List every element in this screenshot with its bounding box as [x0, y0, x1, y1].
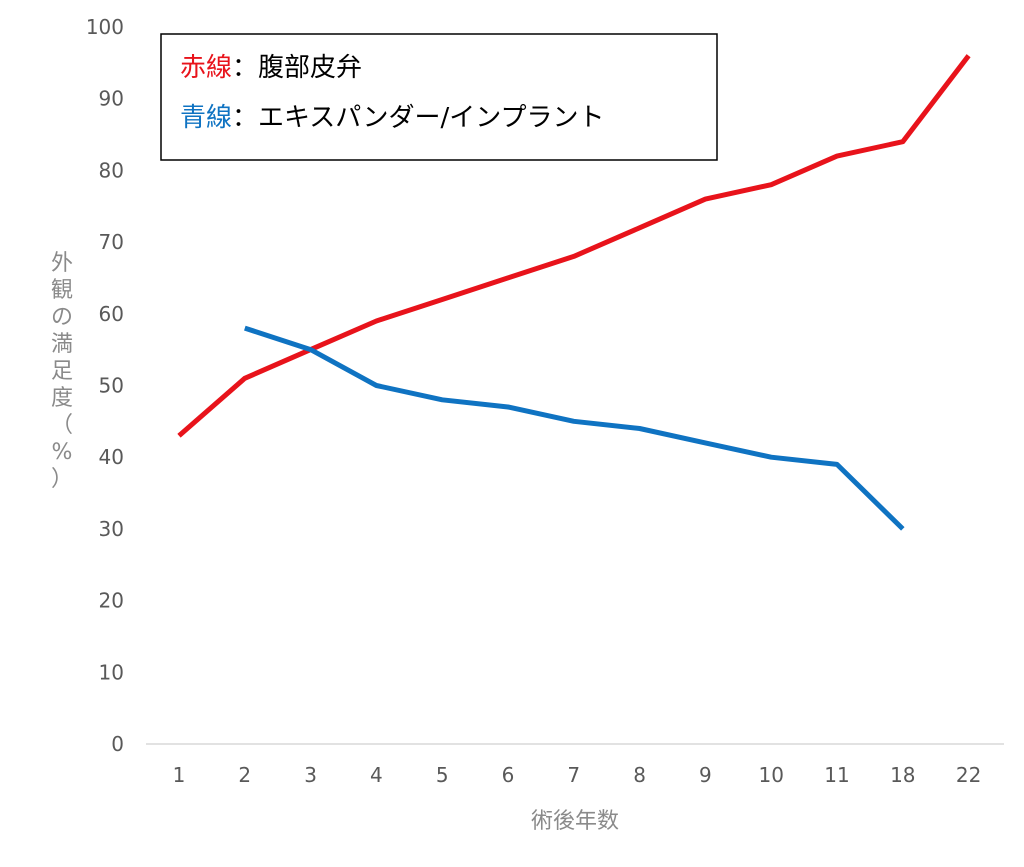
legend-entry-red: 赤線：腹部皮弁 [180, 53, 362, 83]
x-axis-ticks: 1 2 3 4 5 6 7 8 9 10 11 18 22 [173, 763, 982, 787]
legend-red-label: 腹部皮弁 [258, 53, 362, 83]
x-tick-label: 10 [758, 763, 783, 787]
x-tick-label: 22 [956, 763, 981, 787]
x-tick-label: 9 [699, 763, 712, 787]
x-tick-label: 4 [370, 763, 383, 787]
y-tick-label: 40 [99, 445, 124, 469]
x-tick-label: 6 [502, 763, 515, 787]
series-lines [177, 54, 971, 531]
x-tick-label: 18 [890, 763, 915, 787]
x-tick-label: 1 [173, 763, 186, 787]
y-tick-label: 80 [99, 158, 124, 182]
y-tick-label: 90 [99, 87, 124, 111]
y-axis-ticks: 0 10 20 30 40 50 60 70 80 90 100 [86, 15, 124, 756]
legend-entry-blue: 青線：エキスパンダー/インプラント [180, 103, 605, 133]
legend-box [160, 33, 718, 161]
y-axis-title: 外観の満足度（%） [51, 251, 73, 492]
y-tick-label: 10 [99, 660, 124, 684]
x-axis-title: 術後年数 [531, 809, 619, 834]
legend-blue-prefix: 青線 [180, 103, 232, 133]
series-line-blue [244, 325, 905, 531]
y-tick-label: 30 [99, 517, 124, 541]
y-tick-label: 100 [86, 15, 124, 39]
x-tick-label: 7 [567, 763, 580, 787]
x-tick-label: 5 [436, 763, 449, 787]
legend-blue-label: エキスパンダー/インプラント [258, 103, 605, 133]
x-tick-label: 2 [238, 763, 251, 787]
y-tick-label: 50 [99, 374, 124, 398]
legend-blue-separator: ： [232, 103, 258, 133]
legend: 赤線：腹部皮弁 青線：エキスパンダー/インプラント [160, 33, 718, 161]
y-tick-label: 0 [111, 732, 124, 756]
legend-red-prefix: 赤線 [180, 53, 232, 83]
x-tick-label: 8 [633, 763, 646, 787]
y-tick-label: 60 [99, 302, 124, 326]
legend-red-separator: ： [232, 53, 258, 83]
x-tick-label: 3 [304, 763, 317, 787]
y-tick-label: 70 [99, 230, 124, 254]
x-tick-label: 11 [824, 763, 849, 787]
y-tick-label: 20 [99, 589, 124, 613]
